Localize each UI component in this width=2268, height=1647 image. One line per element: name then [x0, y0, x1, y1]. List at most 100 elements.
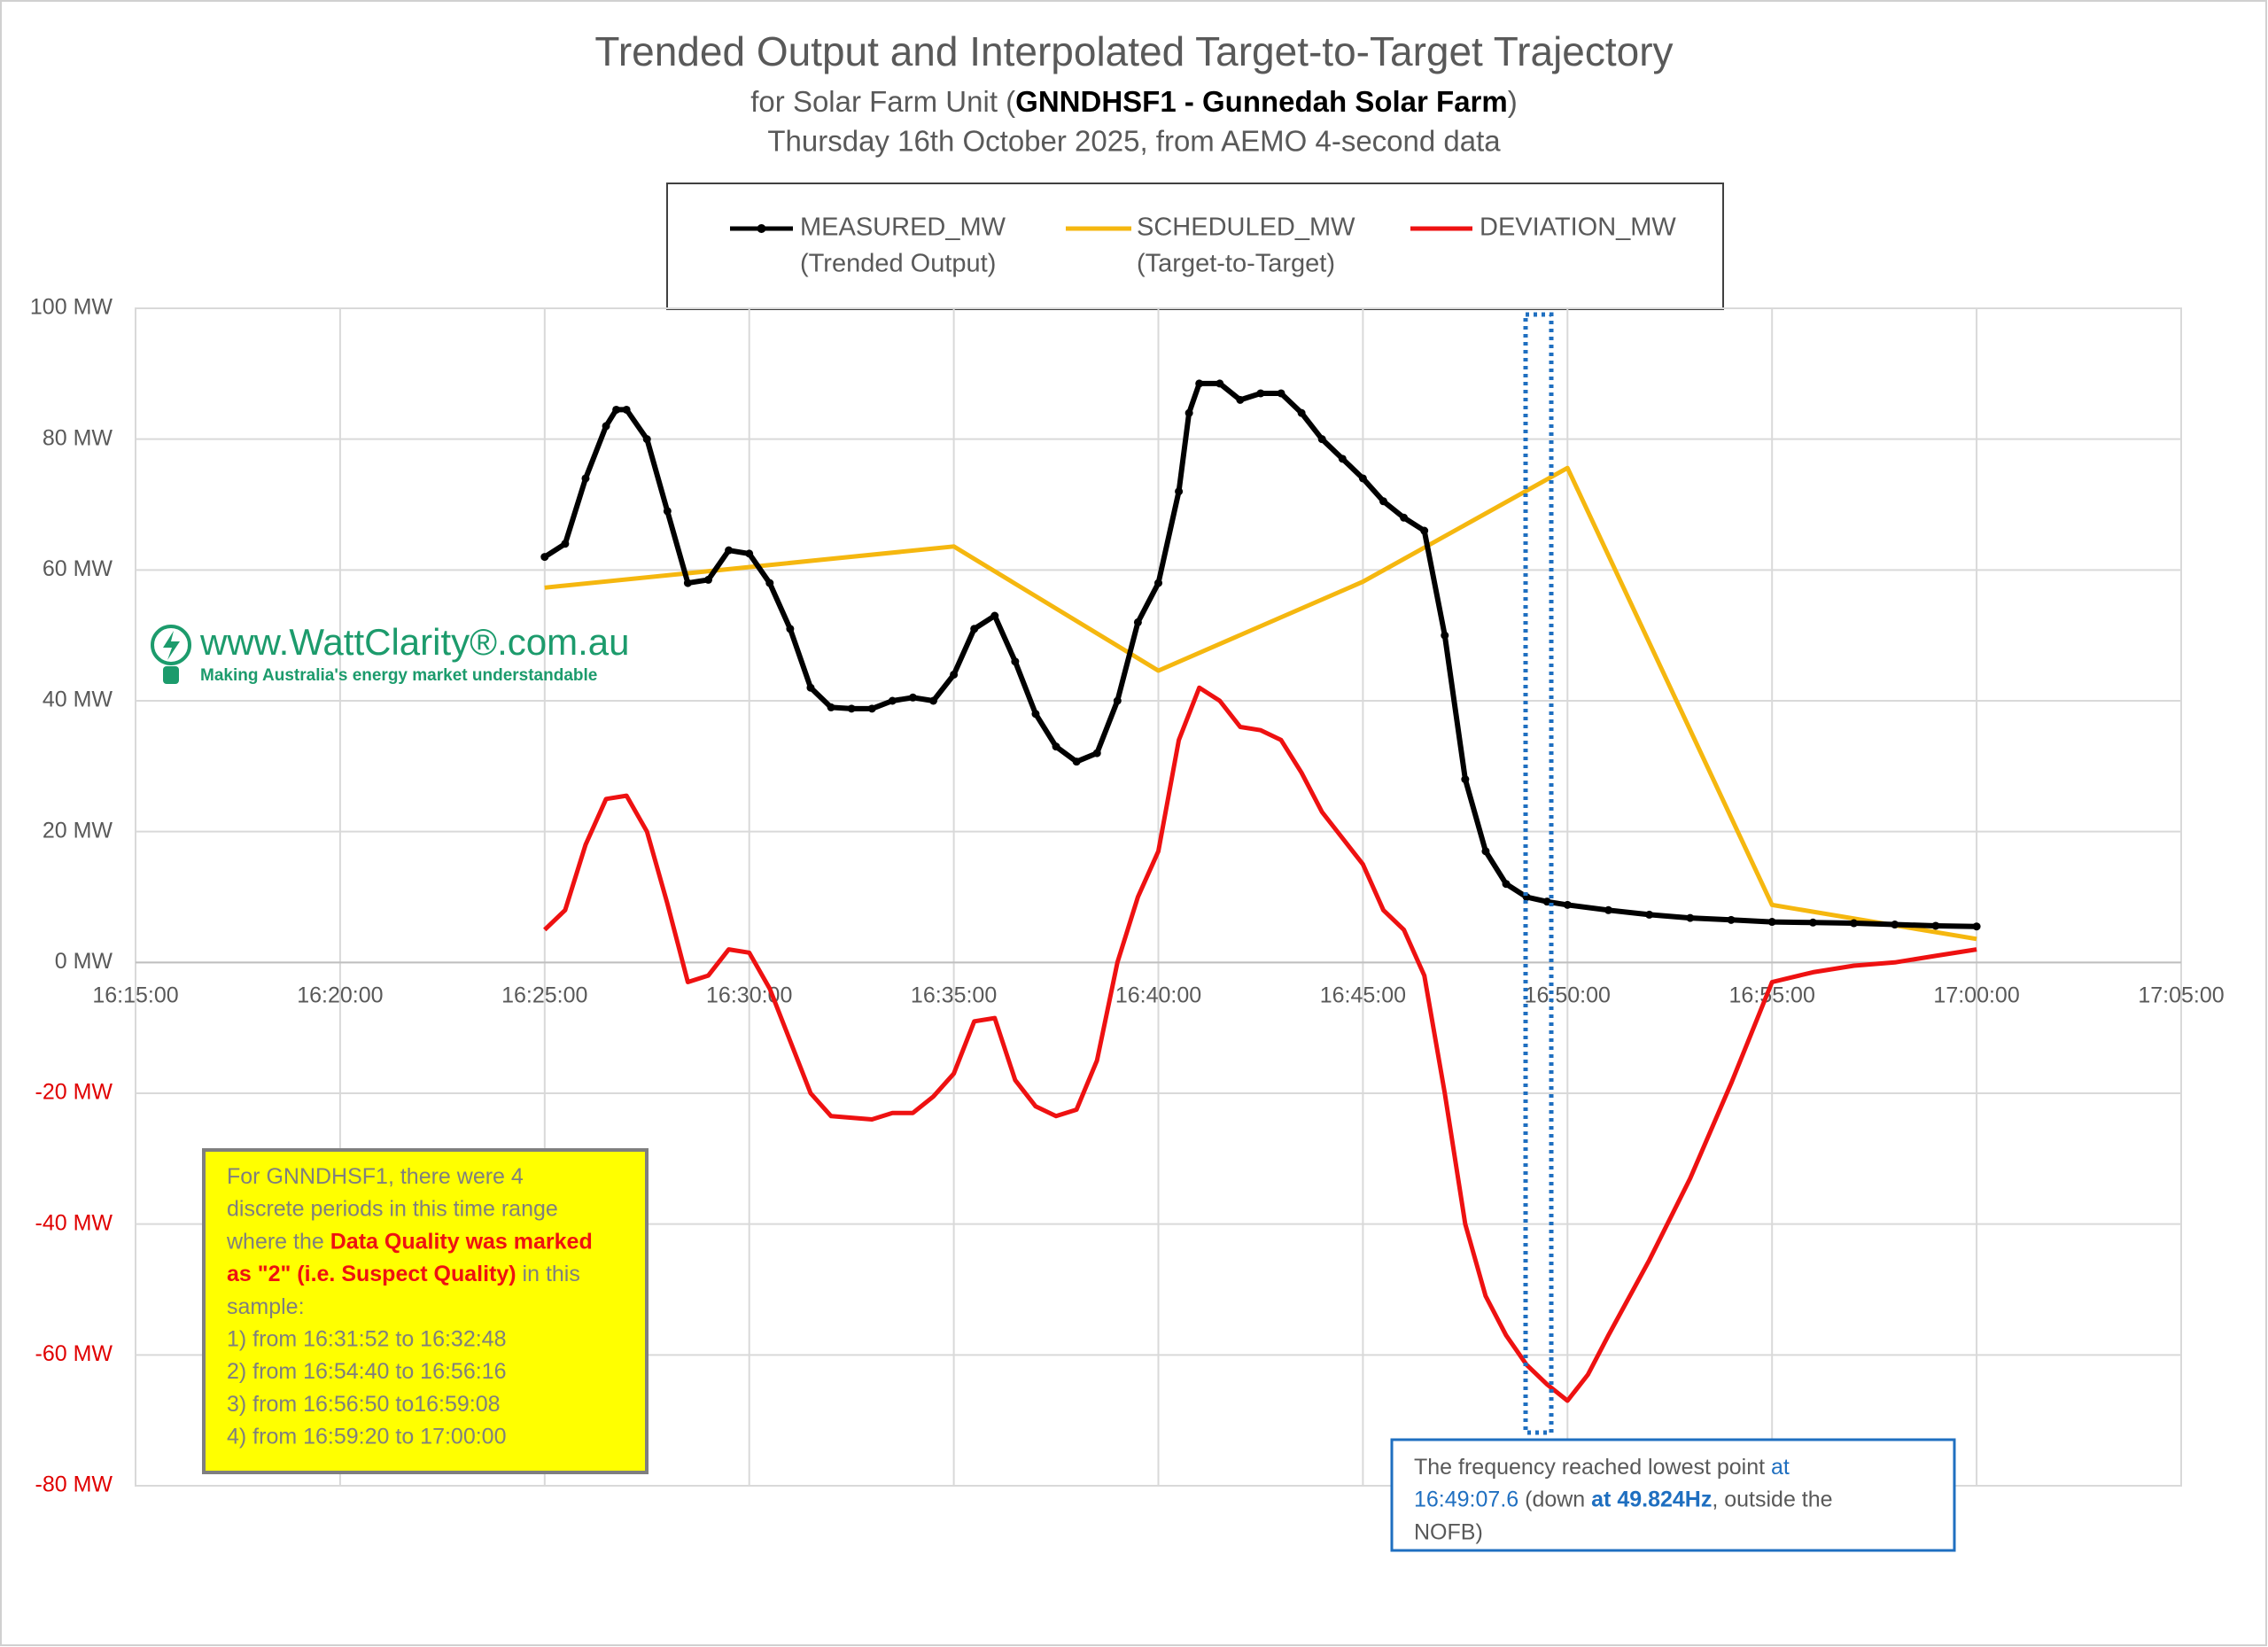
legend-description: (Trended Output) [800, 250, 996, 278]
subtitle-bold: GNNDHSF1 - Gunnedah Solar Farm [1015, 85, 1508, 118]
x-tick-label: 16:35:00 [911, 983, 997, 1008]
frequency-marker [1523, 312, 1554, 1435]
annotation-line: 3) from 16:56:50 to16:59:08 [227, 1392, 501, 1417]
annotation-line: 2) from 16:54:40 to 16:56:16 [227, 1359, 507, 1384]
data-point [1297, 408, 1306, 417]
data-point [1563, 900, 1572, 909]
data-point [704, 575, 713, 584]
data-point [683, 579, 692, 587]
annotation-line: discrete periods in this time range [227, 1196, 558, 1221]
data-point [622, 405, 631, 414]
chart-subtitle: for Solar Farm Unit (GNNDHSF1 - Gunnedah… [750, 85, 1517, 118]
data-point [1461, 775, 1470, 784]
data-point [1727, 915, 1736, 924]
data-point [1604, 905, 1612, 914]
annotation-text: , outside the [1712, 1487, 1832, 1511]
y-tick-label: -40 MW [35, 1210, 113, 1235]
data-point [1931, 921, 1940, 930]
annotation-text: The frequency reached lowest point [1414, 1455, 1771, 1480]
data-point [1216, 379, 1224, 388]
data-point [1052, 742, 1060, 751]
annotation-text: in this [517, 1262, 580, 1286]
data-point [1502, 880, 1511, 889]
annotation-text: 16:49:07.6 [1414, 1487, 1518, 1511]
data-point [540, 553, 549, 562]
annotation-line: 1) from 16:31:52 to 16:32:48 [227, 1326, 507, 1351]
data-point [1011, 657, 1020, 666]
x-tick-label: 16:25:00 [501, 983, 587, 1008]
series-line [543, 685, 1977, 1403]
annotation-line: where the Data Quality was marked [226, 1229, 593, 1254]
legend-box [666, 183, 1724, 310]
data-point [1154, 579, 1162, 587]
data-point [725, 546, 734, 555]
annotation-text: where the [226, 1229, 330, 1254]
logo-base [163, 666, 179, 684]
annotation-text: sample: [227, 1294, 305, 1318]
y-tick-label: -60 MW [35, 1341, 113, 1366]
annotation-text: at 49.824Hz [1591, 1487, 1712, 1511]
data-point [867, 704, 876, 713]
data-point [1767, 918, 1776, 927]
annotation-line: 16:49:07.6 (down at 49.824Hz, outside th… [1414, 1487, 1833, 1511]
annotation-text: Data Quality was marked [330, 1229, 593, 1254]
data-point [602, 422, 610, 431]
legend-marker [757, 224, 766, 233]
data-point [612, 405, 621, 414]
subtitle-part: for Solar Farm Unit ( [750, 85, 1015, 118]
plot-border [135, 307, 2182, 1487]
data-point [642, 435, 651, 444]
annotation-text: 1) from 16:31:52 to 16:32:48 [227, 1326, 507, 1351]
data-point [1133, 618, 1142, 626]
note-box [202, 1148, 649, 1474]
legend-label: DEVIATION_MW [1480, 214, 1676, 242]
data-point [1184, 408, 1193, 417]
annotation-text: For GNNDHSF1, there were 4 [227, 1164, 524, 1189]
data-point [1891, 921, 1899, 929]
data-point [1317, 435, 1326, 444]
chart-subtitle-2: Thursday 16th October 2025, from AEMO 4-… [767, 125, 1501, 158]
data-point [929, 696, 938, 705]
data-point [1686, 913, 1695, 922]
data-point [950, 670, 959, 679]
data-point [1338, 454, 1347, 463]
data-point [847, 704, 856, 713]
data-point [990, 611, 999, 620]
legend-description: (Target-to-Target) [1137, 250, 1335, 278]
annotation-line: 4) from 16:59:20 to 17:00:00 [227, 1424, 507, 1449]
chart-title: Trended Output and Interpolated Target-t… [594, 28, 1673, 74]
annotation-line: NOFB) [1414, 1519, 1483, 1544]
data-point [1195, 379, 1204, 388]
y-tick-label: 40 MW [43, 688, 113, 712]
data-point [1420, 526, 1429, 535]
data-point [1645, 910, 1654, 919]
y-tick-label: -80 MW [35, 1472, 113, 1497]
annotation-text: 2) from 16:54:40 to 16:56:16 [227, 1359, 507, 1384]
y-tick-label: 100 MW [30, 295, 113, 320]
logo-tagline: Making Australia's energy market underst… [200, 666, 597, 685]
x-tick-label: 17:00:00 [1933, 983, 2019, 1008]
legend-label: MEASURED_MW [800, 214, 1006, 242]
frequency-box [1390, 1438, 1956, 1552]
annotation-text: 3) from 16:56:50 to16:59:08 [227, 1392, 501, 1417]
data-point [1277, 389, 1285, 398]
data-point [663, 507, 672, 516]
data-point [765, 579, 774, 587]
annotation-text: as "2" (i.e. Suspect Quality) [227, 1262, 517, 1286]
data-point [1092, 749, 1101, 757]
y-tick-label: 0 MW [55, 949, 113, 974]
annotation-line: For GNNDHSF1, there were 4 [227, 1164, 524, 1189]
x-tick-label: 16:40:00 [1115, 983, 1201, 1008]
annotation-line: as "2" (i.e. Suspect Quality) in this [227, 1262, 580, 1286]
x-tick-label: 16:30:00 [706, 983, 792, 1008]
annotation-text: (down [1518, 1487, 1591, 1511]
data-point [581, 474, 590, 483]
data-point [806, 683, 815, 692]
data-point [745, 549, 754, 558]
data-point [1379, 497, 1387, 506]
logo-text: www.WattClarity®.com.au [199, 621, 629, 663]
annotations: For GNNDHSF1, there were 4 discrete perio… [226, 1164, 1833, 1544]
legend-label: SCHEDULED_MW [1137, 214, 1355, 242]
logo: www.WattClarity®.com.au Making Australia… [151, 621, 629, 685]
data-point [1850, 919, 1859, 928]
